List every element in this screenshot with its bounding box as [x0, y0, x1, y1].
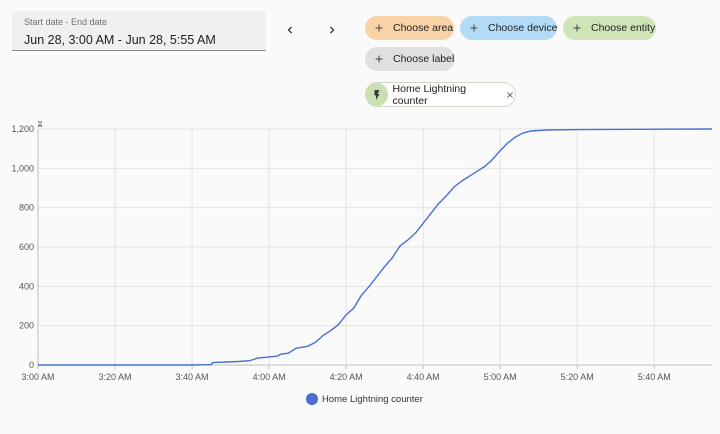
y-axis: 0 200 400 600 800 1,000 1,200: [11, 124, 34, 370]
remove-entity-icon[interactable]: [505, 90, 515, 100]
lightning-bolt-icon: [366, 83, 388, 106]
choose-label-chip[interactable]: Choose label: [365, 47, 455, 71]
y-tick-label: 0: [29, 360, 34, 370]
chart-legend-item[interactable]: Home Lightning counter: [306, 392, 423, 406]
previous-range-button[interactable]: [277, 16, 303, 44]
x-tick-label: 5:40 AM: [638, 372, 671, 382]
x-tick-label: 4:00 AM: [253, 372, 286, 382]
legend-label: Home Lightning counter: [322, 393, 423, 405]
y-tick-label: 1,200: [11, 124, 34, 134]
chevron-right-icon: [330, 26, 335, 34]
chevron-left-icon: [287, 26, 292, 34]
choose-device-chip[interactable]: Choose device: [460, 16, 557, 40]
x-tick-label: 3:00 AM: [21, 372, 54, 382]
choose-area-label: Choose area: [393, 22, 454, 34]
plus-icon: [373, 53, 385, 65]
y-tick-label: 600: [19, 242, 34, 252]
choose-device-label: Choose device: [488, 22, 558, 34]
y-tick-label: 200: [19, 321, 34, 331]
selected-entity-name: Home Lightning counter: [392, 82, 467, 107]
selected-entity-chip[interactable]: Home Lightning counter: [365, 82, 516, 107]
plus-icon: [373, 22, 385, 34]
x-tick-label: 3:40 AM: [176, 372, 209, 382]
y-tick-label: 400: [19, 281, 34, 291]
x-tick-label: 4:40 AM: [407, 372, 440, 382]
y-tick-label: 800: [19, 203, 34, 213]
x-tick-label: 4:20 AM: [330, 372, 363, 382]
y-axis-unit-icon: [37, 120, 43, 128]
date-range-value: Jun 28, 3:00 AM - Jun 28, 5:55 AM: [24, 33, 216, 47]
next-range-button[interactable]: [319, 16, 345, 44]
x-tick-label: 5:20 AM: [561, 372, 594, 382]
choose-area-chip[interactable]: Choose area: [365, 16, 454, 40]
choose-entity-label: Choose entity: [591, 22, 656, 34]
x-tick-label: 3:20 AM: [99, 372, 132, 382]
series-line-home-lightning-counter: [38, 128, 713, 366]
plus-icon: [571, 22, 583, 34]
chart-grid: [37, 128, 712, 366]
x-tick-label: 5:00 AM: [484, 372, 517, 382]
date-range-picker[interactable]: Start date - End date Jun 28, 3:00 AM - …: [12, 11, 266, 51]
choose-entity-chip[interactable]: Choose entity: [563, 16, 656, 40]
legend-color-dot: [306, 393, 318, 405]
x-axis: 3:00 AM 3:20 AM 3:40 AM 4:00 AM 4:20 AM 4:40 …: [21, 365, 671, 382]
date-range-label: Start date - End date: [24, 17, 108, 27]
choose-label-label: Choose label: [393, 53, 455, 65]
plus-icon: [468, 22, 480, 34]
y-tick-label: 1,000: [11, 163, 34, 173]
